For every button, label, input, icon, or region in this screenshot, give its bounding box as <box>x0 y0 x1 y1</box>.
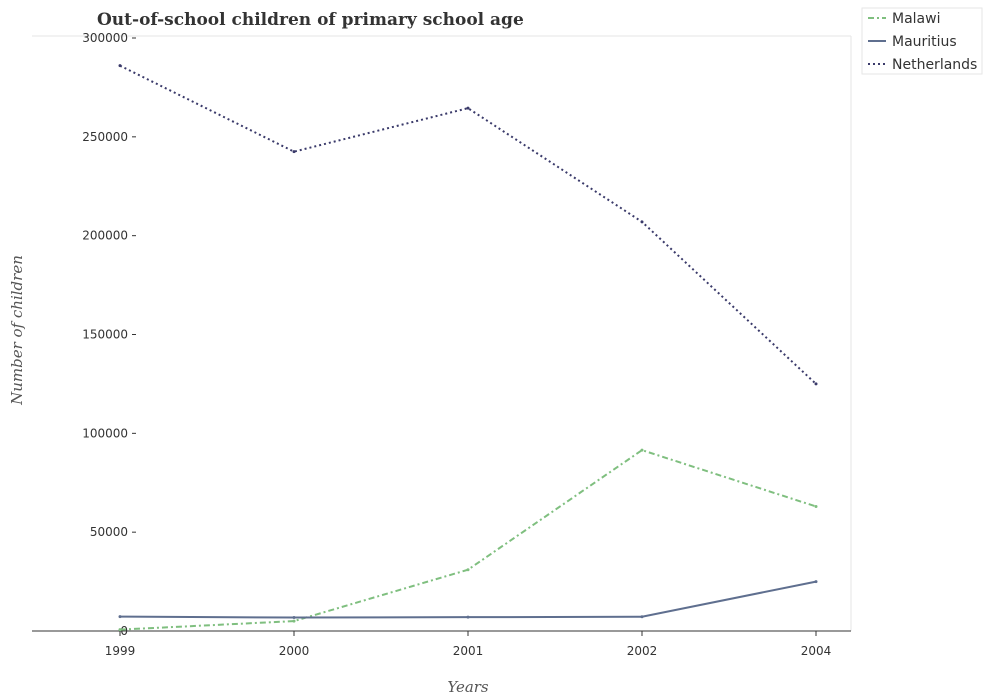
data-point-netherlands <box>640 220 644 224</box>
data-point-netherlands <box>814 382 818 386</box>
x-tick-label: 1999 <box>105 644 136 658</box>
y-axis-label: Number of children <box>8 255 26 406</box>
data-point-mauritius <box>640 615 644 619</box>
y-tick-label: 50000 <box>90 525 128 539</box>
data-point-malawi <box>466 568 470 572</box>
data-point-netherlands <box>466 106 470 110</box>
data-point-mauritius <box>292 616 296 620</box>
data-point-netherlands <box>118 64 122 68</box>
legend: Malawi Mauritius Netherlands <box>861 7 983 75</box>
y-tick-label: 150000 <box>82 328 128 342</box>
y-tick-label: 100000 <box>82 426 128 440</box>
data-point-mauritius <box>118 615 122 619</box>
data-point-malawi <box>814 504 818 508</box>
x-tick-label: 2004 <box>801 644 832 658</box>
y-tick-label: 300000 <box>82 31 128 45</box>
legend-label: Mauritius <box>892 34 957 50</box>
data-point-mauritius <box>814 580 818 584</box>
chart-title: Out-of-school children of primary school… <box>97 10 524 30</box>
series-layer <box>118 64 818 632</box>
legend-label: Netherlands <box>892 57 977 73</box>
x-tick-label: 2001 <box>453 644 484 658</box>
x-tick-label: 2002 <box>627 644 658 658</box>
series-line-netherlands <box>119 64 817 385</box>
x-axis-label: Years <box>447 678 489 696</box>
x-tick-label: 2000 <box>279 644 310 658</box>
data-point-malawi <box>292 619 296 623</box>
y-tick-label: 0 <box>120 624 128 638</box>
y-tick-label: 250000 <box>82 130 128 144</box>
series-line-mauritius <box>119 580 817 619</box>
data-point-mauritius <box>466 615 470 619</box>
y-axis: 0 50000 100000 150000 200000 250000 300000 <box>82 31 136 638</box>
data-point-netherlands <box>292 150 296 154</box>
y-tick-label: 200000 <box>82 229 128 243</box>
data-point-malawi <box>640 448 644 452</box>
x-axis: 1999 2000 2001 2002 2004 <box>105 631 832 658</box>
legend-label: Malawi <box>892 11 940 27</box>
data-point-malawi <box>118 628 122 632</box>
plot-area <box>32 35 852 632</box>
